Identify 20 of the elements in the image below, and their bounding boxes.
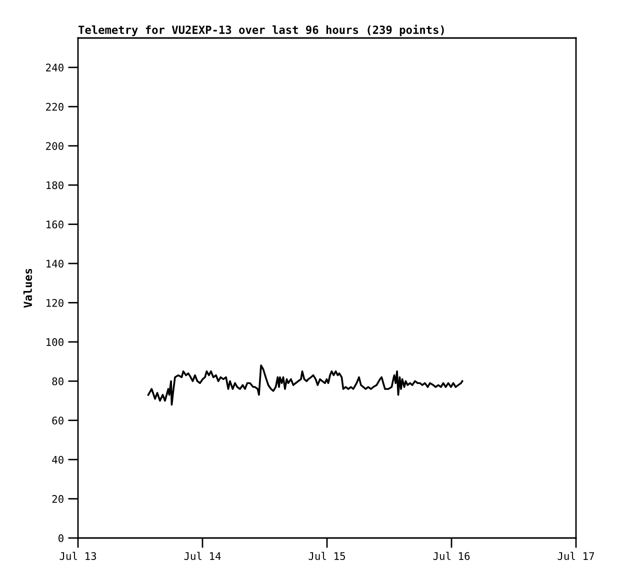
x-tick-label: Jul 15	[308, 552, 345, 560]
y-tick-label: 100	[46, 338, 64, 346]
x-tick-label: Jul 16	[433, 552, 470, 560]
y-tick-label: 40	[52, 456, 64, 464]
y-tick-label: 240	[46, 64, 64, 72]
y-tick-label: 20	[52, 495, 64, 503]
x-tick-label: Jul 17	[558, 552, 594, 560]
x-tick-label: Jul 13	[60, 552, 96, 560]
y-tick-label: 180	[46, 181, 64, 190]
y-tick-label: 60	[52, 416, 64, 424]
y-tick-label: 160	[46, 220, 64, 228]
chart-title: Telemetry for VU2EXP-13 over last 96 hours (239 points)	[78, 24, 444, 36]
y-tick-label: 200	[46, 142, 64, 150]
y-tick-label: 220	[46, 102, 64, 111]
x-tick-label: Jul 14	[184, 552, 221, 560]
y-tick-label: 0	[58, 534, 64, 542]
y-tick-label: 120	[46, 298, 64, 307]
y-tick-label: 80	[52, 377, 64, 386]
y-tick-label: 140	[46, 260, 64, 268]
y-axis-title: Values	[23, 268, 32, 308]
